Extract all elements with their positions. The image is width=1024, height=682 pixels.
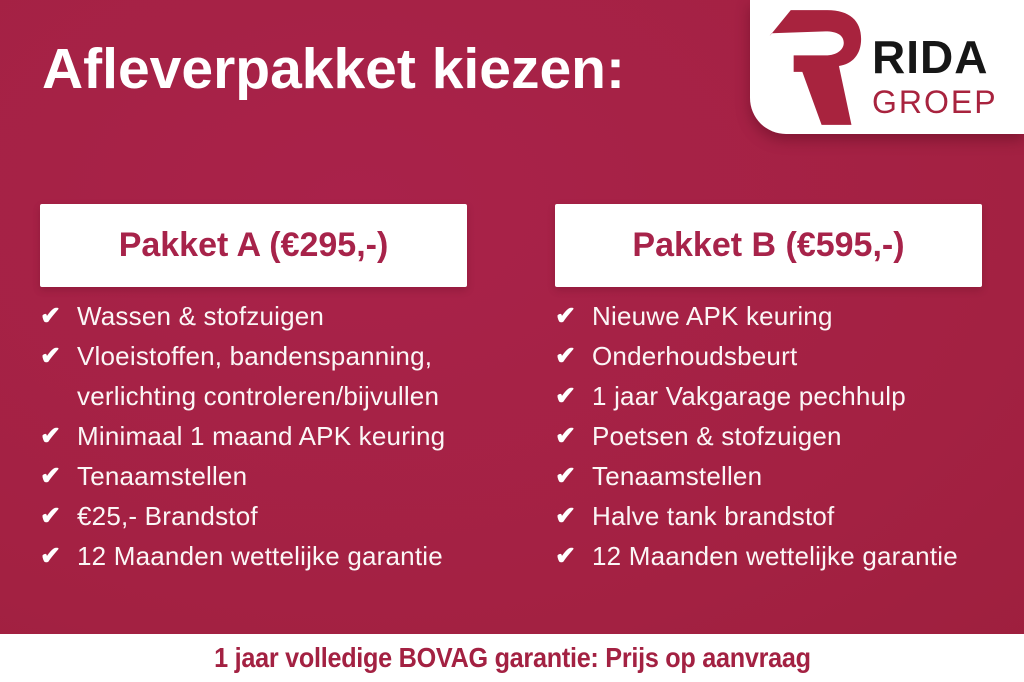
list-item-text: Nieuwe APK keuring xyxy=(592,300,833,331)
package-a-header: Pakket A (€295,-) xyxy=(40,204,467,287)
package-b-items: ✔ Nieuwe APK keuring ✔ Onderhoudsbeurt ✔ 1 ja… xyxy=(555,296,982,576)
logo-text: RIDA GROEP xyxy=(872,34,998,118)
list-item: ✔ Tenaamstellen xyxy=(555,456,982,496)
list-item-text: Onderhoudsbeurt xyxy=(592,340,798,371)
check-icon: ✔ xyxy=(40,462,61,490)
list-item-text: Tenaamstellen xyxy=(592,460,763,491)
check-icon: ✔ xyxy=(555,462,576,490)
list-item: ✔ Vloeistoffen, bandenspanning, xyxy=(40,336,467,376)
list-item: ✔ Tenaamstellen xyxy=(40,456,467,496)
list-item: ✔ 1 jaar Vakgarage pechhulp xyxy=(555,376,982,416)
list-item-continuation: verlichting controleren/bijvullen xyxy=(40,376,467,416)
list-item-text: verlichting controleren/bijvullen xyxy=(77,380,440,411)
list-item-text: Minimaal 1 maand APK keuring xyxy=(77,420,446,451)
list-item: ✔ Poetsen & stofzuigen xyxy=(555,416,982,456)
page-title: Afleverpakket kiezen: xyxy=(42,37,625,101)
list-item: ✔ €25,- Brandstof xyxy=(40,496,467,536)
check-icon: ✔ xyxy=(555,342,576,370)
check-icon: ✔ xyxy=(40,542,61,570)
check-icon: ✔ xyxy=(40,342,61,370)
list-item-text: Tenaamstellen xyxy=(77,460,248,491)
list-item-text: Vloeistoffen, bandenspanning, xyxy=(77,340,433,371)
package-b-header: Pakket B (€595,-) xyxy=(555,204,982,287)
package-a-items: ✔ Wassen & stofzuigen ✔ Vloeistoffen, bande… xyxy=(40,296,467,576)
brand-subtitle: GROEP xyxy=(872,84,998,120)
list-item-text: Wassen & stofzuigen xyxy=(77,300,325,331)
list-item-text: €25,- Brandstof xyxy=(77,500,258,531)
list-item: ✔ Wassen & stofzuigen xyxy=(40,296,467,336)
list-item-text: 12 Maanden wettelijke garantie xyxy=(77,540,443,571)
check-icon: ✔ xyxy=(40,422,61,450)
list-item-text: 12 Maanden wettelijke garantie xyxy=(592,540,958,571)
check-icon: ✔ xyxy=(555,302,576,330)
list-item-text: Poetsen & stofzuigen xyxy=(592,420,842,451)
package-column-b: Pakket B (€595,-) ✔ Nieuwe APK keuring ✔ On… xyxy=(555,204,982,576)
check-icon: ✔ xyxy=(40,302,61,330)
list-item: ✔ 12 Maanden wettelijke garantie xyxy=(40,536,467,576)
check-icon: ✔ xyxy=(40,502,61,530)
list-item: ✔ 12 Maanden wettelijke garantie xyxy=(555,536,982,576)
list-item-text: Halve tank brandstof xyxy=(592,500,835,531)
logo-card: RIDA GROEP xyxy=(750,0,1024,134)
list-item: ✔ Onderhoudsbeurt xyxy=(555,336,982,376)
footer-text: 1 jaar volledige BOVAG garantie: Prijs o… xyxy=(213,642,811,673)
list-item: ✔ Nieuwe APK keuring xyxy=(555,296,982,336)
check-icon: ✔ xyxy=(555,542,576,570)
list-item: ✔ Minimaal 1 maand APK keuring xyxy=(40,416,467,456)
check-icon: ✔ xyxy=(555,422,576,450)
list-item-text: 1 jaar Vakgarage pechhulp xyxy=(592,380,906,411)
check-icon: ✔ xyxy=(555,502,576,530)
rida-r-logo-icon xyxy=(769,10,862,125)
brand-name: RIDA xyxy=(872,31,989,83)
list-item: ✔ Halve tank brandstof xyxy=(555,496,982,536)
footer-bar: 1 jaar volledige BOVAG garantie: Prijs o… xyxy=(0,634,1024,682)
package-column-a: Pakket A (€295,-) ✔ Wassen & stofzuigen ✔ V… xyxy=(40,204,467,576)
check-icon: ✔ xyxy=(555,382,576,410)
